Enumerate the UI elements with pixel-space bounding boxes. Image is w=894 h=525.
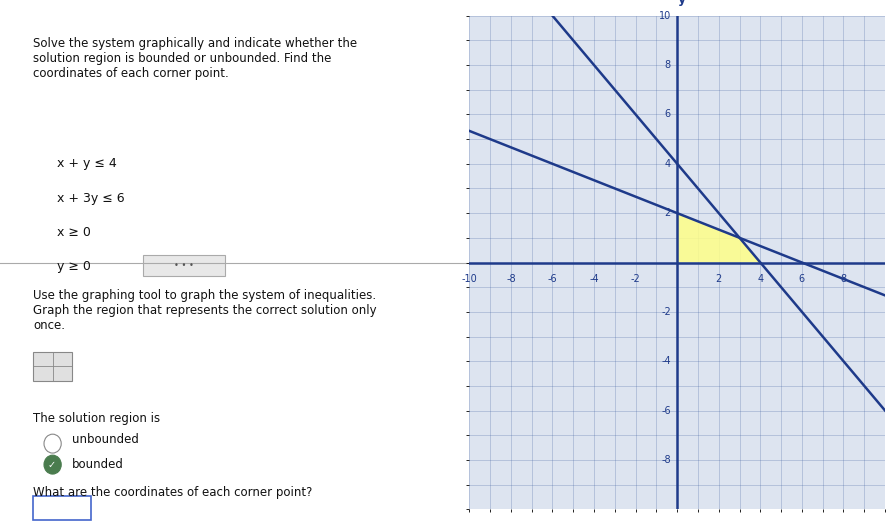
Text: y: y xyxy=(679,0,687,6)
Text: 6: 6 xyxy=(799,274,805,284)
Text: • • •: • • • xyxy=(174,260,194,270)
Text: 2: 2 xyxy=(716,274,721,284)
Circle shape xyxy=(44,434,61,453)
Text: bounded: bounded xyxy=(72,458,123,471)
Text: -6: -6 xyxy=(548,274,557,284)
Text: 4: 4 xyxy=(665,159,671,169)
Circle shape xyxy=(44,455,61,474)
Polygon shape xyxy=(678,213,760,262)
Text: 8: 8 xyxy=(840,274,847,284)
Text: y ≥ 0: y ≥ 0 xyxy=(57,260,91,273)
Text: -10: -10 xyxy=(461,274,477,284)
Text: 8: 8 xyxy=(665,60,671,70)
Text: 4: 4 xyxy=(757,274,763,284)
Text: Solve the system graphically and indicate whether the
solution region is bounded: Solve the system graphically and indicat… xyxy=(33,37,358,80)
Text: 2: 2 xyxy=(665,208,671,218)
Text: -4: -4 xyxy=(589,274,599,284)
Bar xyxy=(33,352,72,381)
Text: -6: -6 xyxy=(662,405,671,416)
Text: x + 3y ≤ 6: x + 3y ≤ 6 xyxy=(57,192,125,205)
Text: What are the coordinates of each corner point?: What are the coordinates of each corner … xyxy=(33,486,313,499)
Text: 10: 10 xyxy=(659,10,671,21)
Text: -2: -2 xyxy=(662,307,671,317)
Text: -8: -8 xyxy=(662,455,671,465)
Bar xyxy=(33,496,91,520)
Text: ✓: ✓ xyxy=(47,459,55,470)
Text: Use the graphing tool to graph the system of inequalities.
Graph the region that: Use the graphing tool to graph the syste… xyxy=(33,289,377,332)
Text: x + y ≤ 4: x + y ≤ 4 xyxy=(57,158,117,171)
Bar xyxy=(143,255,224,276)
Text: x ≥ 0: x ≥ 0 xyxy=(57,226,91,239)
Text: -4: -4 xyxy=(662,356,671,366)
Text: The solution region is: The solution region is xyxy=(33,412,161,425)
Text: -2: -2 xyxy=(631,274,640,284)
Text: -8: -8 xyxy=(506,274,516,284)
Text: 6: 6 xyxy=(665,109,671,120)
Text: unbounded: unbounded xyxy=(72,434,139,446)
